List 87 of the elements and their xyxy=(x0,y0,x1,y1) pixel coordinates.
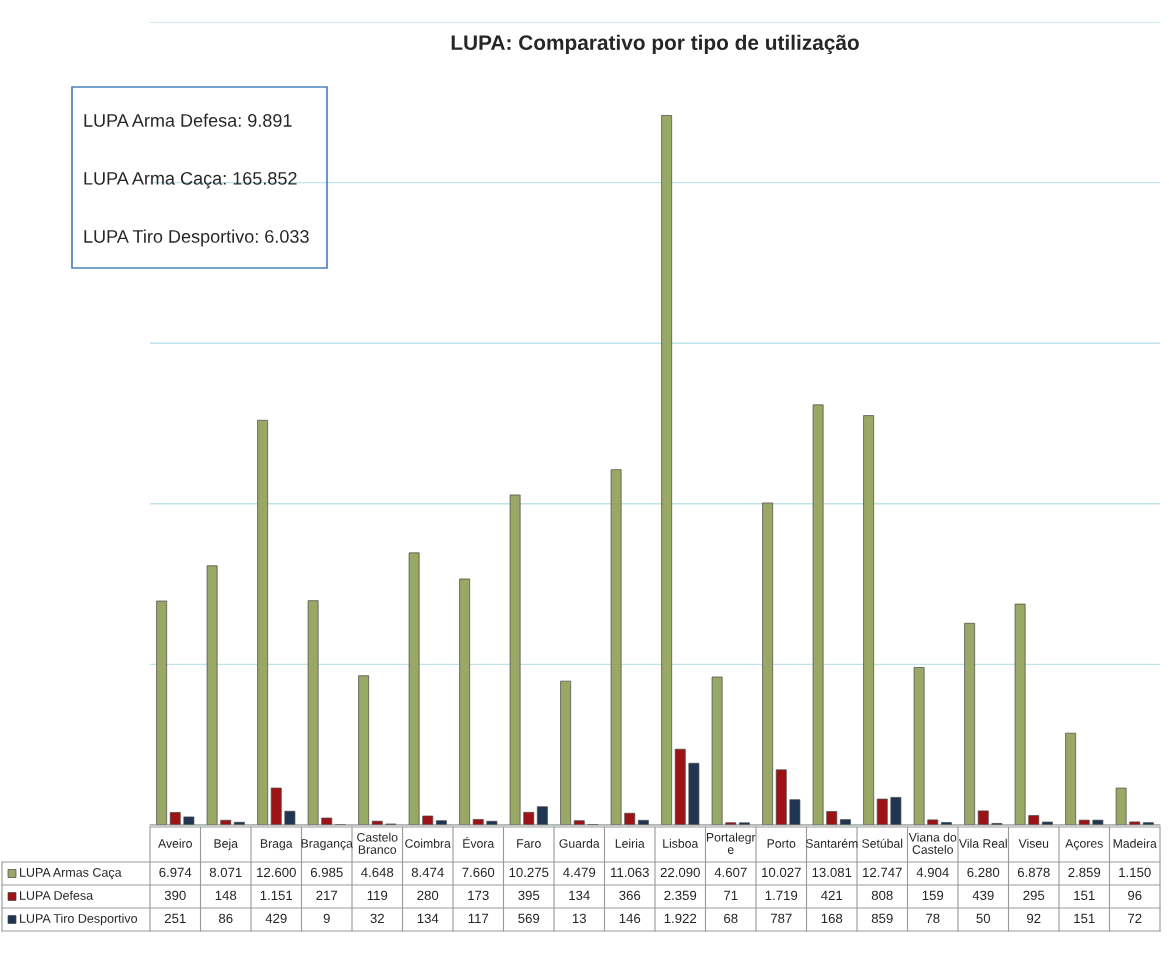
x-tick-label: Viana do Castelo xyxy=(908,832,957,854)
x-tick-label: Bragança xyxy=(301,839,353,851)
legend-label: LUPA Tiro Desportivo xyxy=(20,913,138,926)
data-label: 71 xyxy=(724,890,738,900)
data-label: 395 xyxy=(518,890,540,901)
data-label: 96 xyxy=(1128,890,1142,901)
data-label: 280 xyxy=(417,890,439,901)
data-label: 295 xyxy=(1023,890,1045,901)
x-tick-label: Açores xyxy=(1065,839,1103,851)
data-label: 119 xyxy=(367,890,388,901)
data-label: 859 xyxy=(871,913,893,924)
data-label: 72 xyxy=(1128,913,1142,923)
data-label: 117 xyxy=(468,913,489,923)
x-tick-label: Aveiro xyxy=(158,838,192,848)
data-label: 421 xyxy=(821,890,843,900)
data-label: 2.359 xyxy=(664,890,697,901)
data-label: 251 xyxy=(164,913,186,924)
data-label: 10.275 xyxy=(509,867,549,878)
data-label: 146 xyxy=(619,913,641,924)
data-label: 173 xyxy=(468,890,489,901)
x-tick-label: Setúbal xyxy=(862,838,903,848)
x-tick-label: Leiria xyxy=(615,838,645,848)
data-label: 159 xyxy=(922,890,944,901)
data-label: 1.719 xyxy=(765,890,798,901)
annotation: LUPA Tiro Desportivo: 6.033 xyxy=(84,229,309,247)
data-label: 8.071 xyxy=(209,867,242,878)
data-label: 86 xyxy=(218,913,233,924)
data-label: 151 xyxy=(1074,913,1095,924)
data-label: 32 xyxy=(370,913,384,924)
x-tick-label: Vila Real xyxy=(958,838,1007,848)
data-label: 78 xyxy=(926,913,940,924)
data-label: 12.600 xyxy=(257,867,296,878)
x-tick-label: Lisboa xyxy=(663,838,699,848)
data-label: 6.280 xyxy=(967,867,1000,878)
annotation: LUPA Arma Defesa: 9.891 xyxy=(84,113,292,127)
data-label: 10.027 xyxy=(762,867,801,878)
data-label: 22.090 xyxy=(660,867,700,878)
data-label: 8.474 xyxy=(411,867,444,878)
x-tick-label: Braga xyxy=(260,839,293,851)
data-label: 366 xyxy=(619,890,641,901)
x-tick-label: Faro xyxy=(517,839,541,848)
data-label: 151 xyxy=(1074,890,1095,901)
x-tick-label: Coimbra xyxy=(405,838,451,848)
data-label: 4.648 xyxy=(361,867,394,878)
legend-label: LUPA Armas Caça xyxy=(20,867,122,880)
data-label: 7.660 xyxy=(462,867,495,878)
x-tick-label: Madeira xyxy=(1113,838,1157,848)
data-label: 4.607 xyxy=(714,867,747,878)
data-label: 6.985 xyxy=(310,867,343,878)
x-tick-label: Santarém xyxy=(805,838,858,848)
x-tick-label: Guarda xyxy=(559,838,600,848)
x-tick-label: Castelo Branco xyxy=(357,832,398,854)
data-label: 6.974 xyxy=(159,867,192,878)
data-label: 787 xyxy=(770,913,792,924)
data-label: 50 xyxy=(976,913,991,924)
data-label: 92 xyxy=(1027,913,1041,924)
data-label: 168 xyxy=(821,913,843,924)
x-tick-label: Évora xyxy=(463,837,495,848)
data-label: 1.150 xyxy=(1119,867,1151,878)
data-label: 390 xyxy=(164,890,186,901)
data-label: 439 xyxy=(972,890,994,901)
legend-label: LUPA Defesa xyxy=(20,890,94,900)
data-label: 134 xyxy=(417,913,439,924)
data-label: 13.081 xyxy=(812,867,852,878)
data-label: 1.151 xyxy=(260,890,293,901)
data-label: 4.479 xyxy=(563,867,596,878)
data-label: 148 xyxy=(215,890,237,901)
data-label: 12.747 xyxy=(863,867,902,877)
data-label: 429 xyxy=(265,913,287,924)
annotation: LUPA Arma Caça: 165.852 xyxy=(84,171,297,189)
data-label: 569 xyxy=(518,913,540,924)
x-tick-label: Porto xyxy=(767,839,796,848)
data-label: 4.904 xyxy=(916,867,949,878)
x-tick-label: Beja xyxy=(214,838,238,851)
data-label: 6.878 xyxy=(1017,867,1050,878)
data-label: 13 xyxy=(572,913,587,924)
data-label: 217 xyxy=(316,890,338,900)
data-label: 1.922 xyxy=(664,913,697,924)
data-label: 134 xyxy=(569,890,590,901)
data-label: 808 xyxy=(871,890,893,901)
data-label: 68 xyxy=(724,913,738,924)
data-label: 2.859 xyxy=(1068,867,1101,878)
x-tick-label: Portalegr e xyxy=(706,832,756,854)
data-label: 9 xyxy=(323,913,330,924)
text: LUPA: Comparativo por tipo de utilização xyxy=(451,34,859,55)
x-tick-label: Viseu xyxy=(1018,838,1049,848)
data-label: 11.063 xyxy=(611,867,649,878)
